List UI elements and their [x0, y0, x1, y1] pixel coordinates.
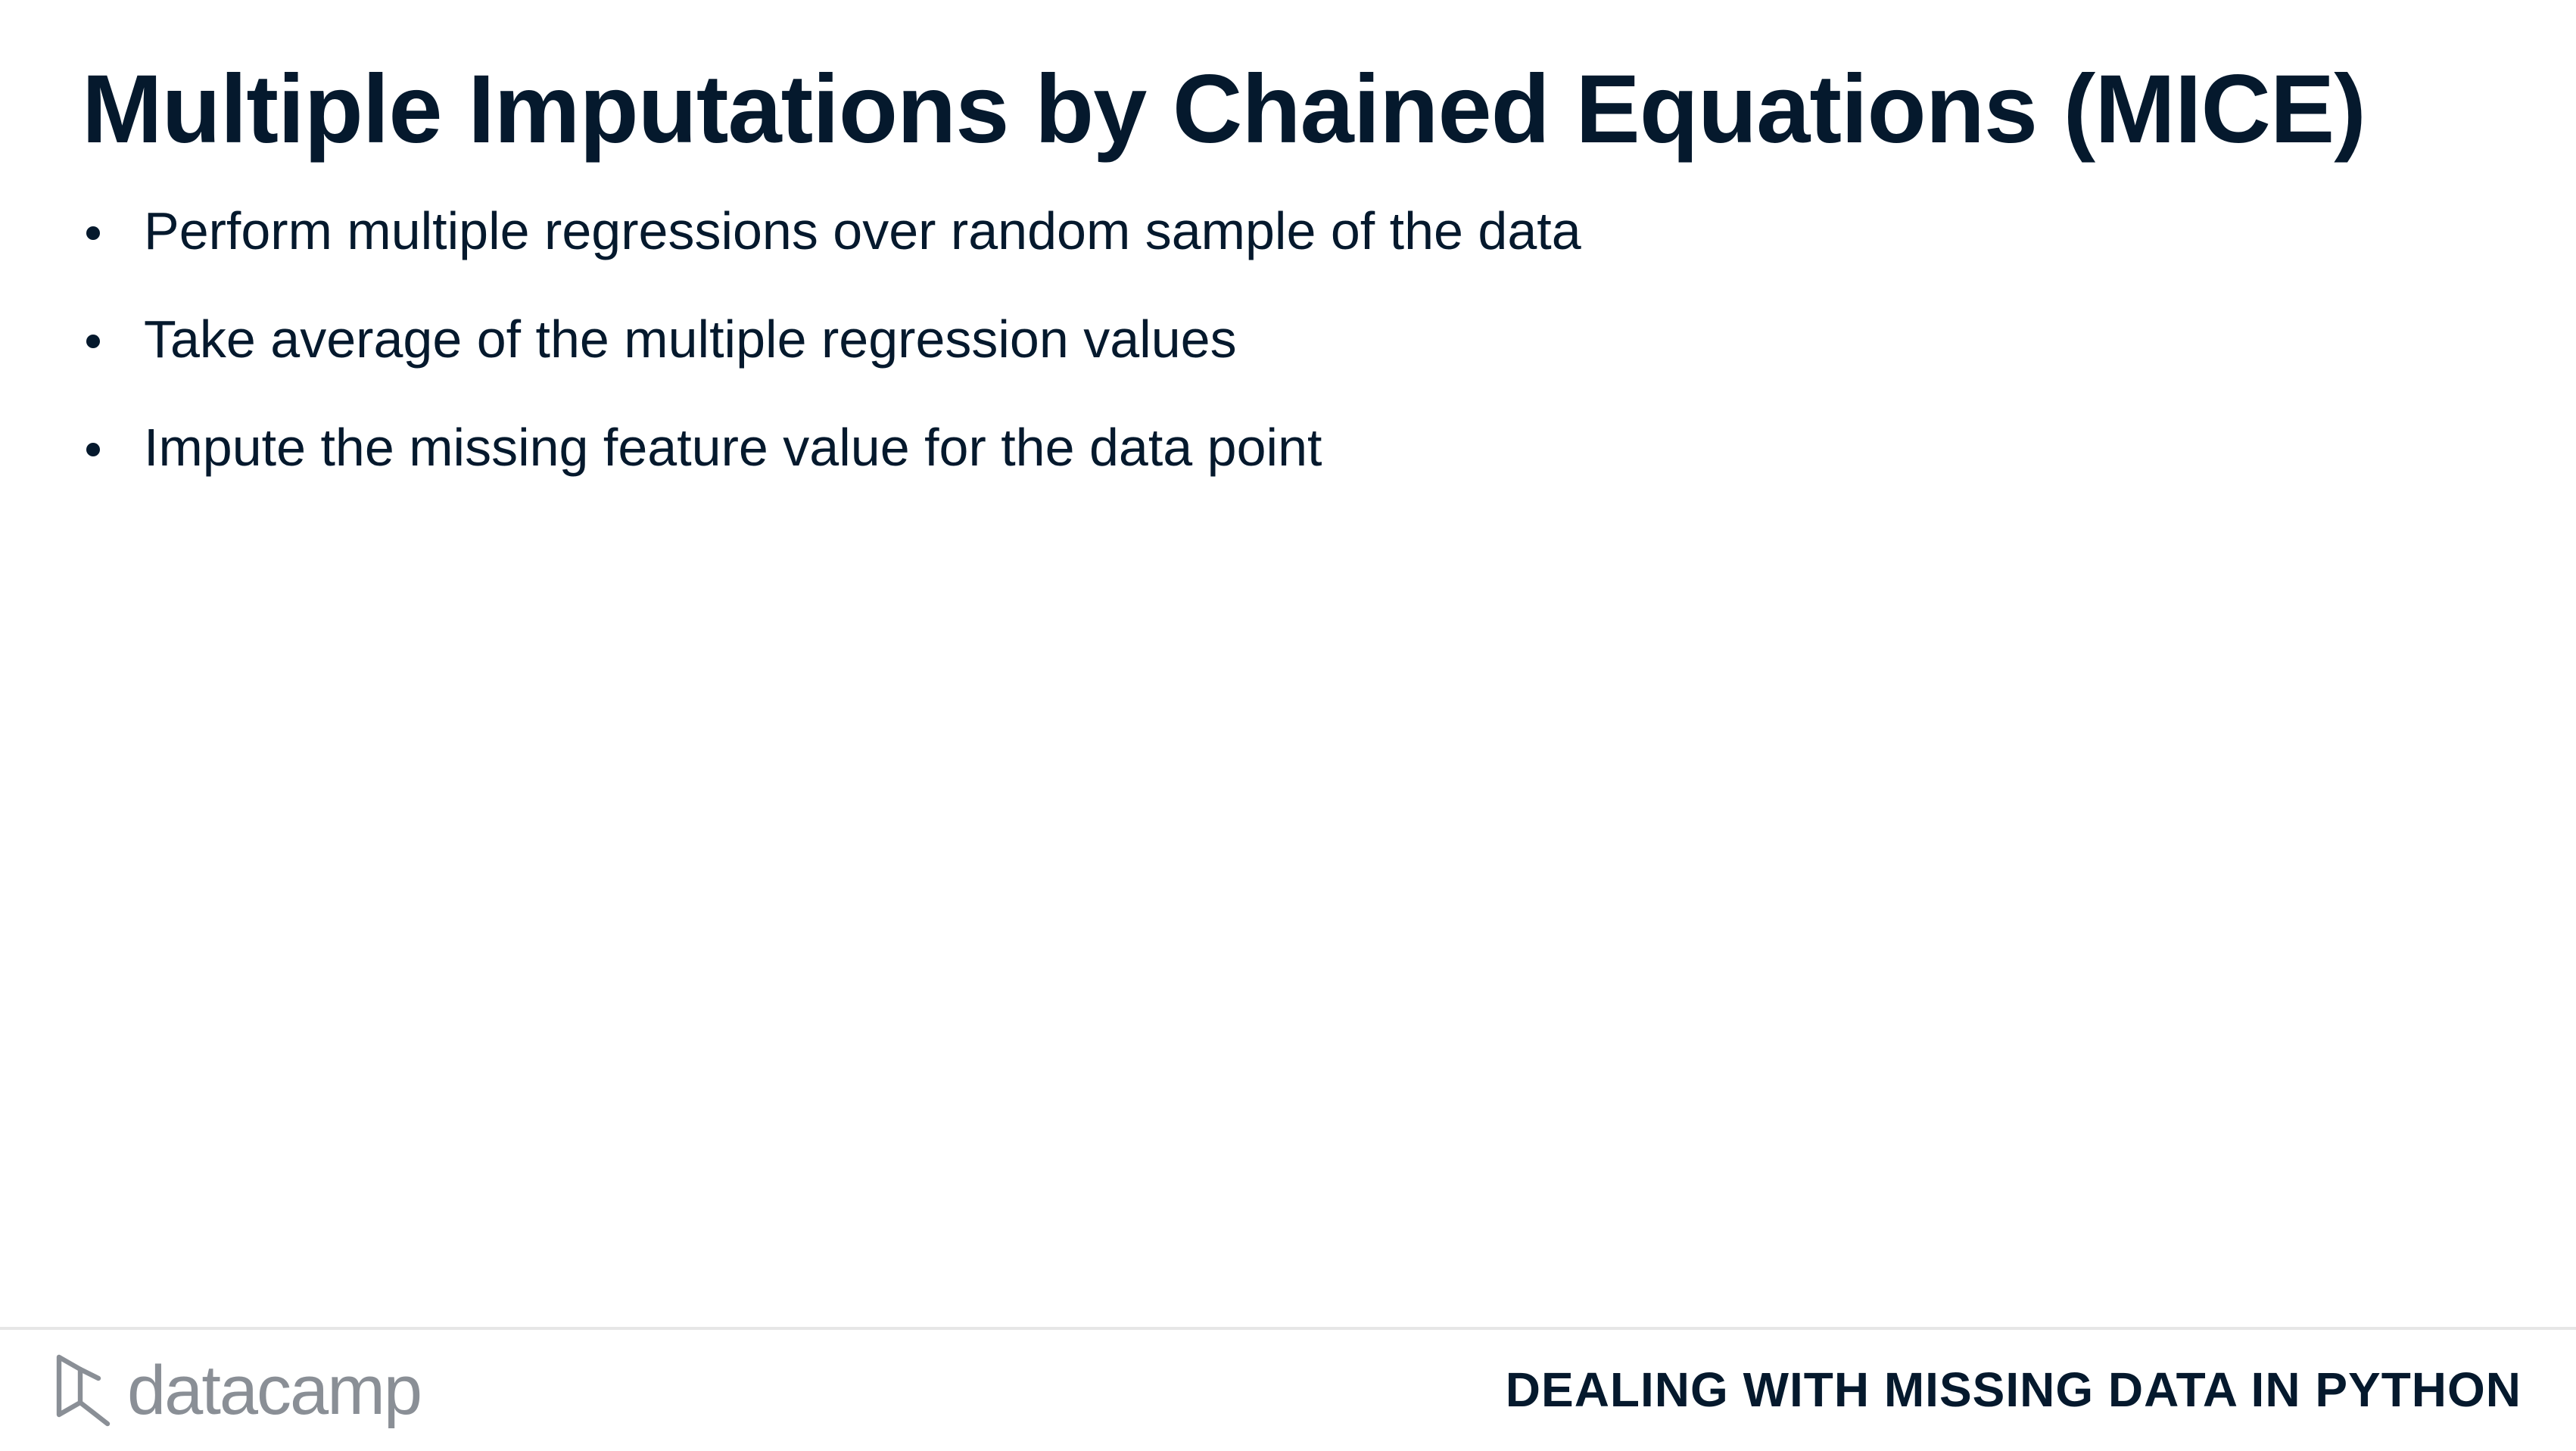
footer-divider — [0, 1327, 2576, 1330]
bullet-item: Perform multiple regressions over random… — [82, 193, 1581, 269]
bullet-dot-icon — [86, 443, 100, 456]
course-title: DEALING WITH MISSING DATA IN PYTHON — [1505, 1362, 2521, 1417]
bullet-dot-icon — [86, 335, 100, 348]
slide-title: Multiple Imputations by Chained Equation… — [82, 55, 2366, 163]
bullet-dot-icon — [86, 226, 100, 240]
datacamp-logo-icon — [56, 1354, 111, 1427]
bullet-text: Impute the missing feature value for the… — [144, 418, 1322, 477]
bullet-text: Perform multiple regressions over random… — [144, 201, 1581, 260]
bullet-list: Perform multiple regressions over random… — [82, 193, 1581, 518]
datacamp-logo-text: datacamp — [127, 1352, 422, 1429]
bullet-item: Impute the missing feature value for the… — [82, 409, 1581, 485]
bullet-item: Take average of the multiple regression … — [82, 301, 1581, 377]
bullet-text: Take average of the multiple regression … — [144, 310, 1237, 369]
datacamp-logo: datacamp — [53, 1349, 422, 1432]
